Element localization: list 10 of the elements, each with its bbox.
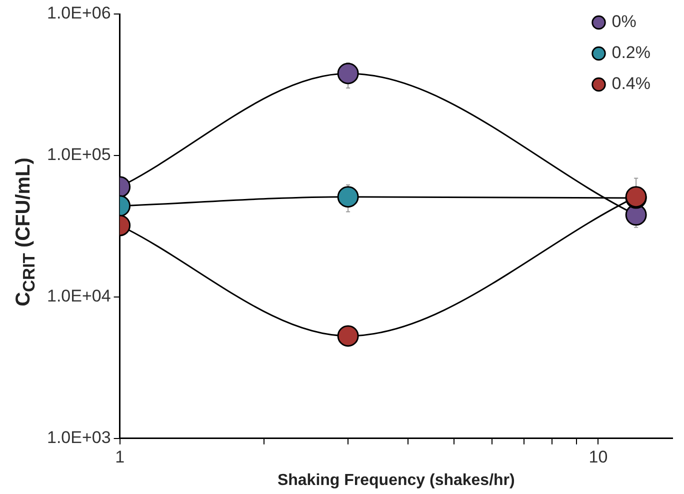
x-axis-title: Shaking Frequency (shakes/hr) [277,472,515,489]
y-tick-label: 1.0E+05 [46,145,111,164]
legend-label: 0% [612,12,636,32]
y-tick-label: 1.0E+04 [46,286,111,306]
legend-label: 0.2% [612,43,650,62]
x-tick-label: 1 [115,447,125,466]
y-tick-label: 1.0E+06 [46,4,111,23]
x-tick-label: 10 [588,447,608,466]
legend-label: 0.4% [612,74,650,94]
y-tick-label: 1.0E+03 [46,428,111,448]
